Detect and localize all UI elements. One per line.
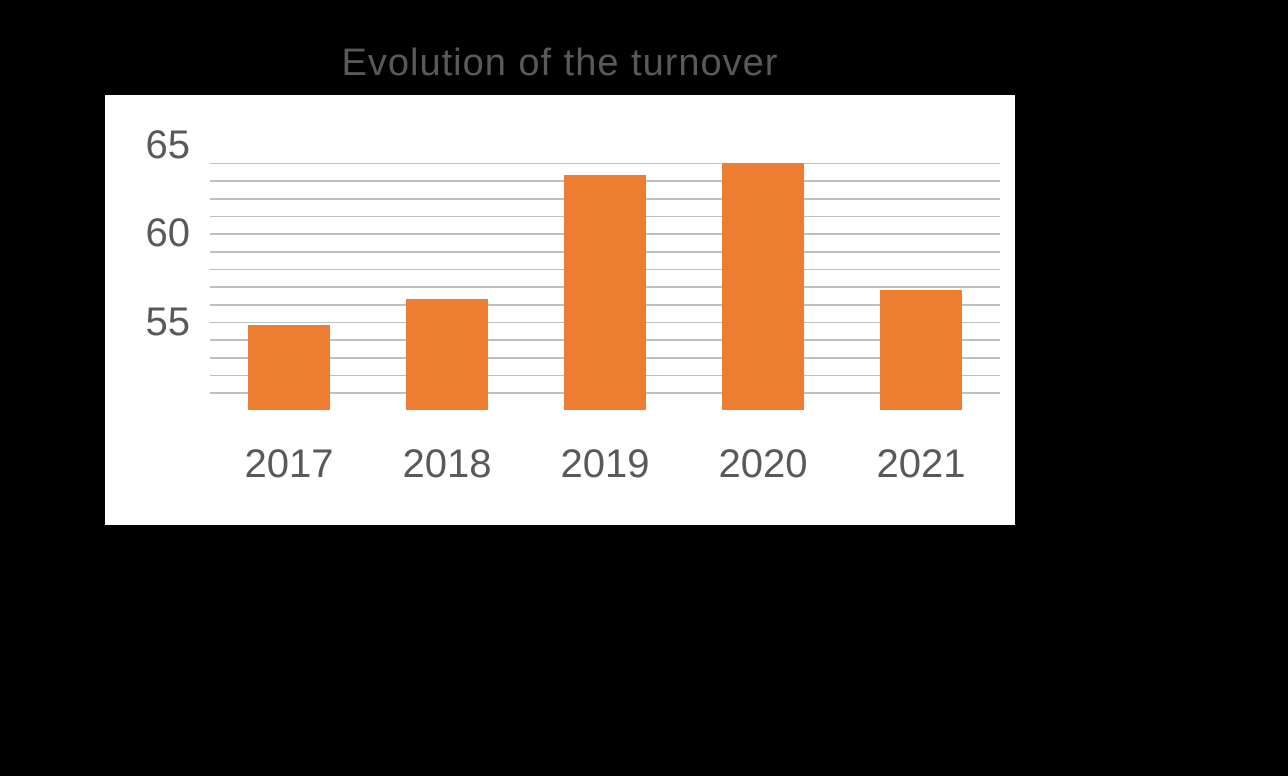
y-axis: 556065 bbox=[125, 145, 200, 410]
y-tick-label: 65 bbox=[130, 125, 190, 165]
x-tick-label: 2020 bbox=[719, 442, 808, 487]
bar bbox=[880, 290, 962, 410]
bars-group bbox=[210, 145, 1000, 410]
bar bbox=[248, 325, 330, 410]
x-tick-label: 2021 bbox=[877, 442, 966, 487]
chart-title: Evolution of the turnover bbox=[105, 42, 1015, 85]
y-tick-label: 55 bbox=[130, 302, 190, 342]
bar bbox=[564, 175, 646, 410]
x-tick-label: 2017 bbox=[245, 442, 334, 487]
x-tick-label: 2018 bbox=[403, 442, 492, 487]
chart-container: 55 60 65 2017 2018 2019 2020 2021 bbox=[105, 95, 1015, 525]
x-axis: 2017 2018 2019 2020 2021 bbox=[210, 430, 1000, 490]
bar bbox=[406, 299, 488, 410]
bar bbox=[722, 163, 804, 410]
x-tick-label: 2019 bbox=[561, 442, 650, 487]
y-tick-label: 60 bbox=[130, 213, 190, 253]
